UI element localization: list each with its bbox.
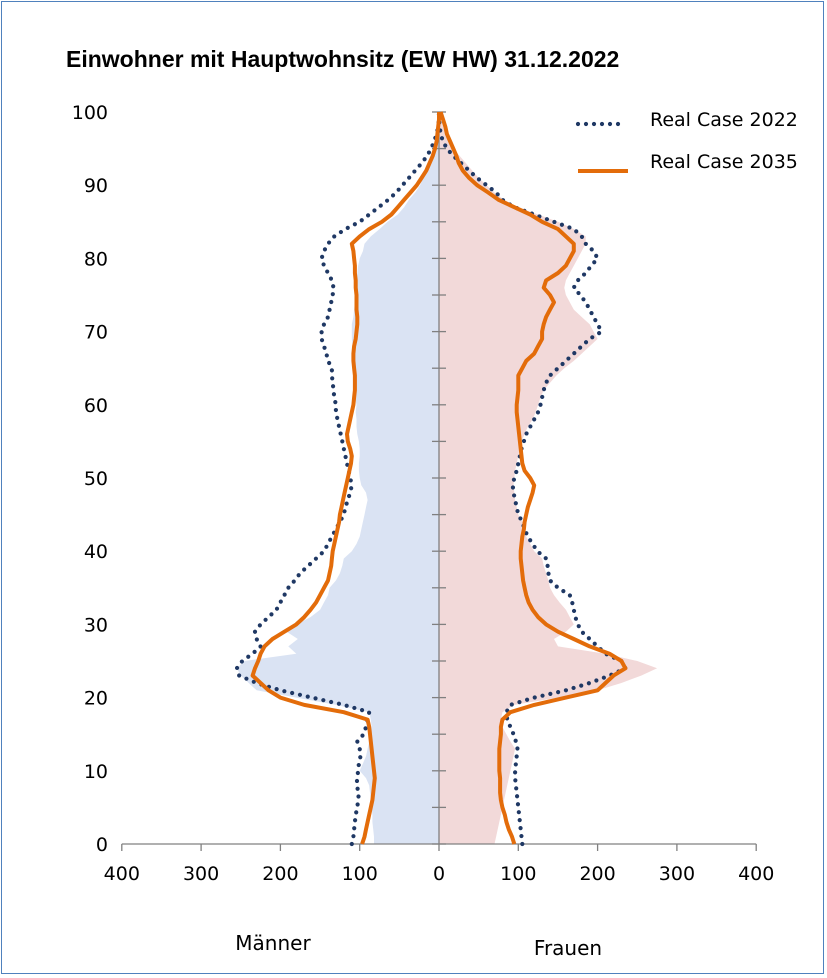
- x-label-maenner: Männer: [235, 931, 311, 955]
- x-tick-label: 300: [183, 863, 219, 885]
- line-real-2035-frauen: [438, 111, 628, 845]
- line-real-2035-maenner: [250, 112, 441, 845]
- x-tick-label: 100: [500, 863, 536, 885]
- legend: Real Case 2022 Real Case 2035: [575, 109, 798, 173]
- y-tick-label: 30: [84, 614, 108, 636]
- x-tick-label: 400: [104, 863, 140, 885]
- line-real-2022-frauen: [436, 109, 629, 847]
- x-label-frauen: Frauen: [534, 936, 602, 960]
- chart-title: Einwohner mit Hauptwohnsitz (EW HW) 31.1…: [66, 46, 620, 72]
- y-tick-label: 50: [84, 468, 108, 490]
- y-tick-label: 20: [84, 688, 108, 710]
- x-tick-label: 300: [659, 863, 695, 885]
- area-frauen: [439, 112, 658, 844]
- area-maenner: [236, 112, 439, 844]
- y-tick-label: 60: [84, 395, 108, 417]
- axes-layer: 400 300 200 100 0 100 200 300 400 0 10 20 30 40 50 60 70…: [72, 102, 775, 885]
- x-tick-label: 100: [342, 863, 378, 885]
- y-tick-label: 100: [72, 102, 108, 124]
- y-tick-label: 40: [84, 541, 108, 563]
- x-tick-label: 200: [579, 863, 615, 885]
- y-tick-label: 90: [84, 175, 108, 197]
- legend-label-real-2022: Real Case 2022: [650, 109, 798, 131]
- legend-label-real-2035: Real Case 2035: [650, 151, 798, 173]
- y-tick-label: 80: [84, 248, 108, 270]
- x-tick-label: 0: [433, 863, 445, 885]
- x-tick-label: 400: [738, 863, 774, 885]
- y-tick-label: 10: [84, 761, 108, 783]
- area-layer: [236, 112, 658, 844]
- x-tick-label: 200: [262, 863, 298, 885]
- y-tick-label: 0: [96, 834, 108, 856]
- y-tick-label: 70: [84, 322, 108, 344]
- line-layer: [234, 109, 629, 847]
